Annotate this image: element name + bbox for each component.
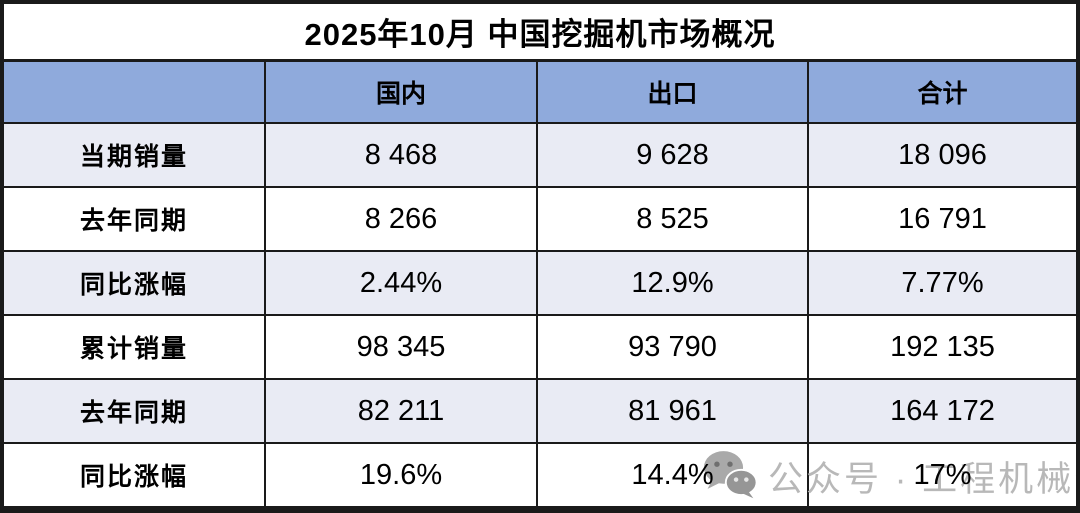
table-title: 2025年10月 中国挖掘机市场概况 [4, 4, 1076, 62]
cell-current-total: 18 096 [809, 124, 1076, 188]
cell-cumyoy-export: 14.4% [538, 444, 809, 506]
cell-current-export: 9 628 [538, 124, 809, 188]
col-header-blank [4, 62, 266, 124]
cell-lastyear-domestic: 8 266 [266, 188, 538, 252]
col-header-domestic: 国内 [266, 62, 538, 124]
col-header-total: 合计 [809, 62, 1076, 124]
cell-current-domestic: 8 468 [266, 124, 538, 188]
data-grid: 国内 出口 合计 当期销量 8 468 9 628 18 096 去年同期 8 … [4, 62, 1076, 506]
cell-lastyear-total: 16 791 [809, 188, 1076, 252]
cell-cumulative-domestic: 98 345 [266, 316, 538, 380]
cell-lastyear-export: 8 525 [538, 188, 809, 252]
row-label-yoy-change: 同比涨幅 [4, 252, 266, 316]
row-label-cumulative-last-year: 去年同期 [4, 380, 266, 444]
cell-cumulative-total: 192 135 [809, 316, 1076, 380]
cell-cumulative-export: 93 790 [538, 316, 809, 380]
row-label-cumulative-yoy-change: 同比涨幅 [4, 444, 266, 506]
cell-yoy-domestic: 2.44% [266, 252, 538, 316]
cell-yoy-total: 7.77% [809, 252, 1076, 316]
cell-cumlastyear-total: 164 172 [809, 380, 1076, 444]
cell-yoy-export: 12.9% [538, 252, 809, 316]
row-label-last-year-period: 去年同期 [4, 188, 266, 252]
row-label-cumulative-sales: 累计销量 [4, 316, 266, 380]
cell-cumlastyear-export: 81 961 [538, 380, 809, 444]
row-label-current-sales: 当期销量 [4, 124, 266, 188]
cell-cumyoy-domestic: 19.6% [266, 444, 538, 506]
cell-cumyoy-total: 17% [809, 444, 1076, 506]
cell-cumlastyear-domestic: 82 211 [266, 380, 538, 444]
col-header-export: 出口 [538, 62, 809, 124]
